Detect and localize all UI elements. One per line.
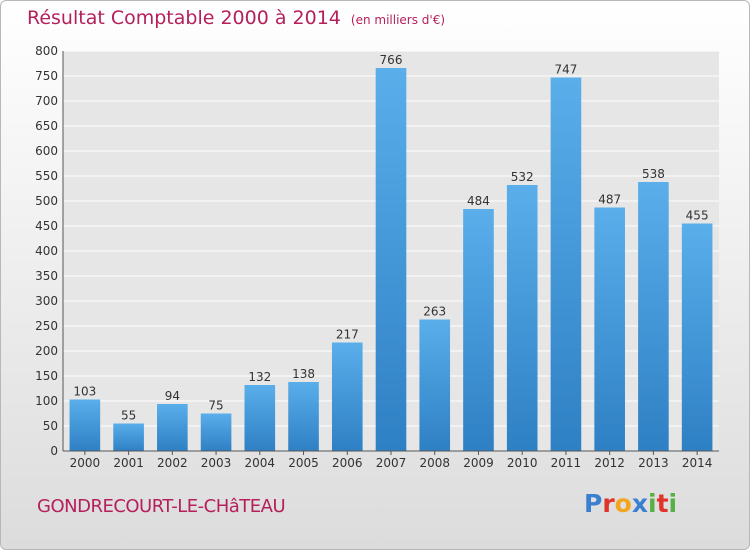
bar-value-label: 138: [292, 367, 315, 381]
chart-subtitle: (en milliers d'€): [350, 13, 446, 27]
y-tick-label: 300: [35, 294, 58, 308]
y-tick-label: 650: [35, 119, 58, 133]
bar: [594, 207, 625, 451]
x-tick-label: 2010: [507, 456, 538, 470]
bar-value-label: 538: [642, 167, 665, 181]
logo-letter: r: [602, 489, 615, 518]
proxiti-logo[interactable]: Proxiti: [584, 489, 677, 518]
bar-value-label: 455: [686, 209, 709, 223]
y-tick-label: 800: [35, 44, 58, 58]
x-tick-label: 2007: [376, 456, 407, 470]
bar: [375, 68, 407, 451]
y-tick-label: 250: [35, 319, 58, 333]
x-tick-label: 2013: [638, 456, 669, 470]
y-tick-label: 200: [35, 344, 58, 358]
bar: [506, 185, 538, 451]
y-tick-label: 50: [43, 419, 58, 433]
y-tick-label: 0: [50, 444, 58, 458]
x-tick-label: 2008: [419, 456, 450, 470]
y-tick-label: 500: [35, 194, 58, 208]
bar: [200, 413, 232, 451]
title-text: Résultat Comptable 2000 à 2014: [27, 7, 341, 29]
logo-letter: i: [668, 489, 678, 518]
x-tick-label: 2006: [332, 456, 363, 470]
y-tick-label: 100: [35, 394, 58, 408]
y-tick-label: 400: [35, 244, 58, 258]
chart-title: Résultat Comptable 2000 à 2014 (en millie…: [27, 7, 445, 29]
y-tick-label: 150: [35, 369, 58, 383]
bar-value-label: 484: [467, 194, 490, 208]
bar-value-label: 103: [73, 385, 96, 399]
x-tick-label: 2014: [682, 456, 713, 470]
bar: [244, 385, 276, 451]
x-tick-label: 2011: [551, 456, 582, 470]
x-tick-label: 2012: [594, 456, 625, 470]
bar: [463, 209, 494, 451]
x-tick-label: 2005: [288, 456, 319, 470]
y-tick-label: 600: [35, 144, 58, 158]
bar: [288, 382, 319, 451]
bar: [331, 342, 363, 451]
y-tick-label: 550: [35, 169, 58, 183]
x-tick-label: 2001: [113, 456, 144, 470]
x-tick-label: 2003: [201, 456, 232, 470]
bar-value-label: 55: [121, 409, 136, 423]
logo-letter: i: [648, 489, 657, 518]
y-tick-label: 750: [35, 69, 58, 83]
bar: [638, 182, 669, 451]
bar-value-label: 132: [248, 370, 271, 384]
bar: [113, 423, 144, 451]
logo-letter: P: [584, 489, 603, 518]
x-tick-label: 2009: [463, 456, 494, 470]
place-name: GONDRECOURT-LE-CHâTEAU: [37, 496, 286, 517]
y-tick-label: 450: [35, 219, 58, 233]
bar-value-label: 747: [554, 63, 577, 77]
x-tick-label: 2000: [70, 456, 101, 470]
logo-letter: x: [631, 489, 648, 518]
bar: [157, 404, 188, 451]
bar-value-label: 263: [423, 305, 446, 319]
y-tick-label: 700: [35, 94, 58, 108]
logo-letter: t: [656, 489, 669, 518]
bar: [681, 223, 713, 451]
bar-value-label: 487: [598, 193, 621, 207]
x-tick-label: 2004: [245, 456, 276, 470]
bar: [550, 77, 582, 451]
logo-letter: o: [614, 489, 632, 518]
bar-value-label: 766: [380, 53, 403, 67]
bar-value-label: 532: [511, 170, 534, 184]
x-tick-label: 2002: [157, 456, 188, 470]
y-tick-label: 350: [35, 269, 58, 283]
bar-value-label: 75: [208, 399, 223, 413]
bar: [419, 319, 451, 451]
bar-value-label: 217: [336, 328, 359, 342]
bar-value-label: 94: [165, 389, 180, 403]
bar: [69, 399, 101, 451]
